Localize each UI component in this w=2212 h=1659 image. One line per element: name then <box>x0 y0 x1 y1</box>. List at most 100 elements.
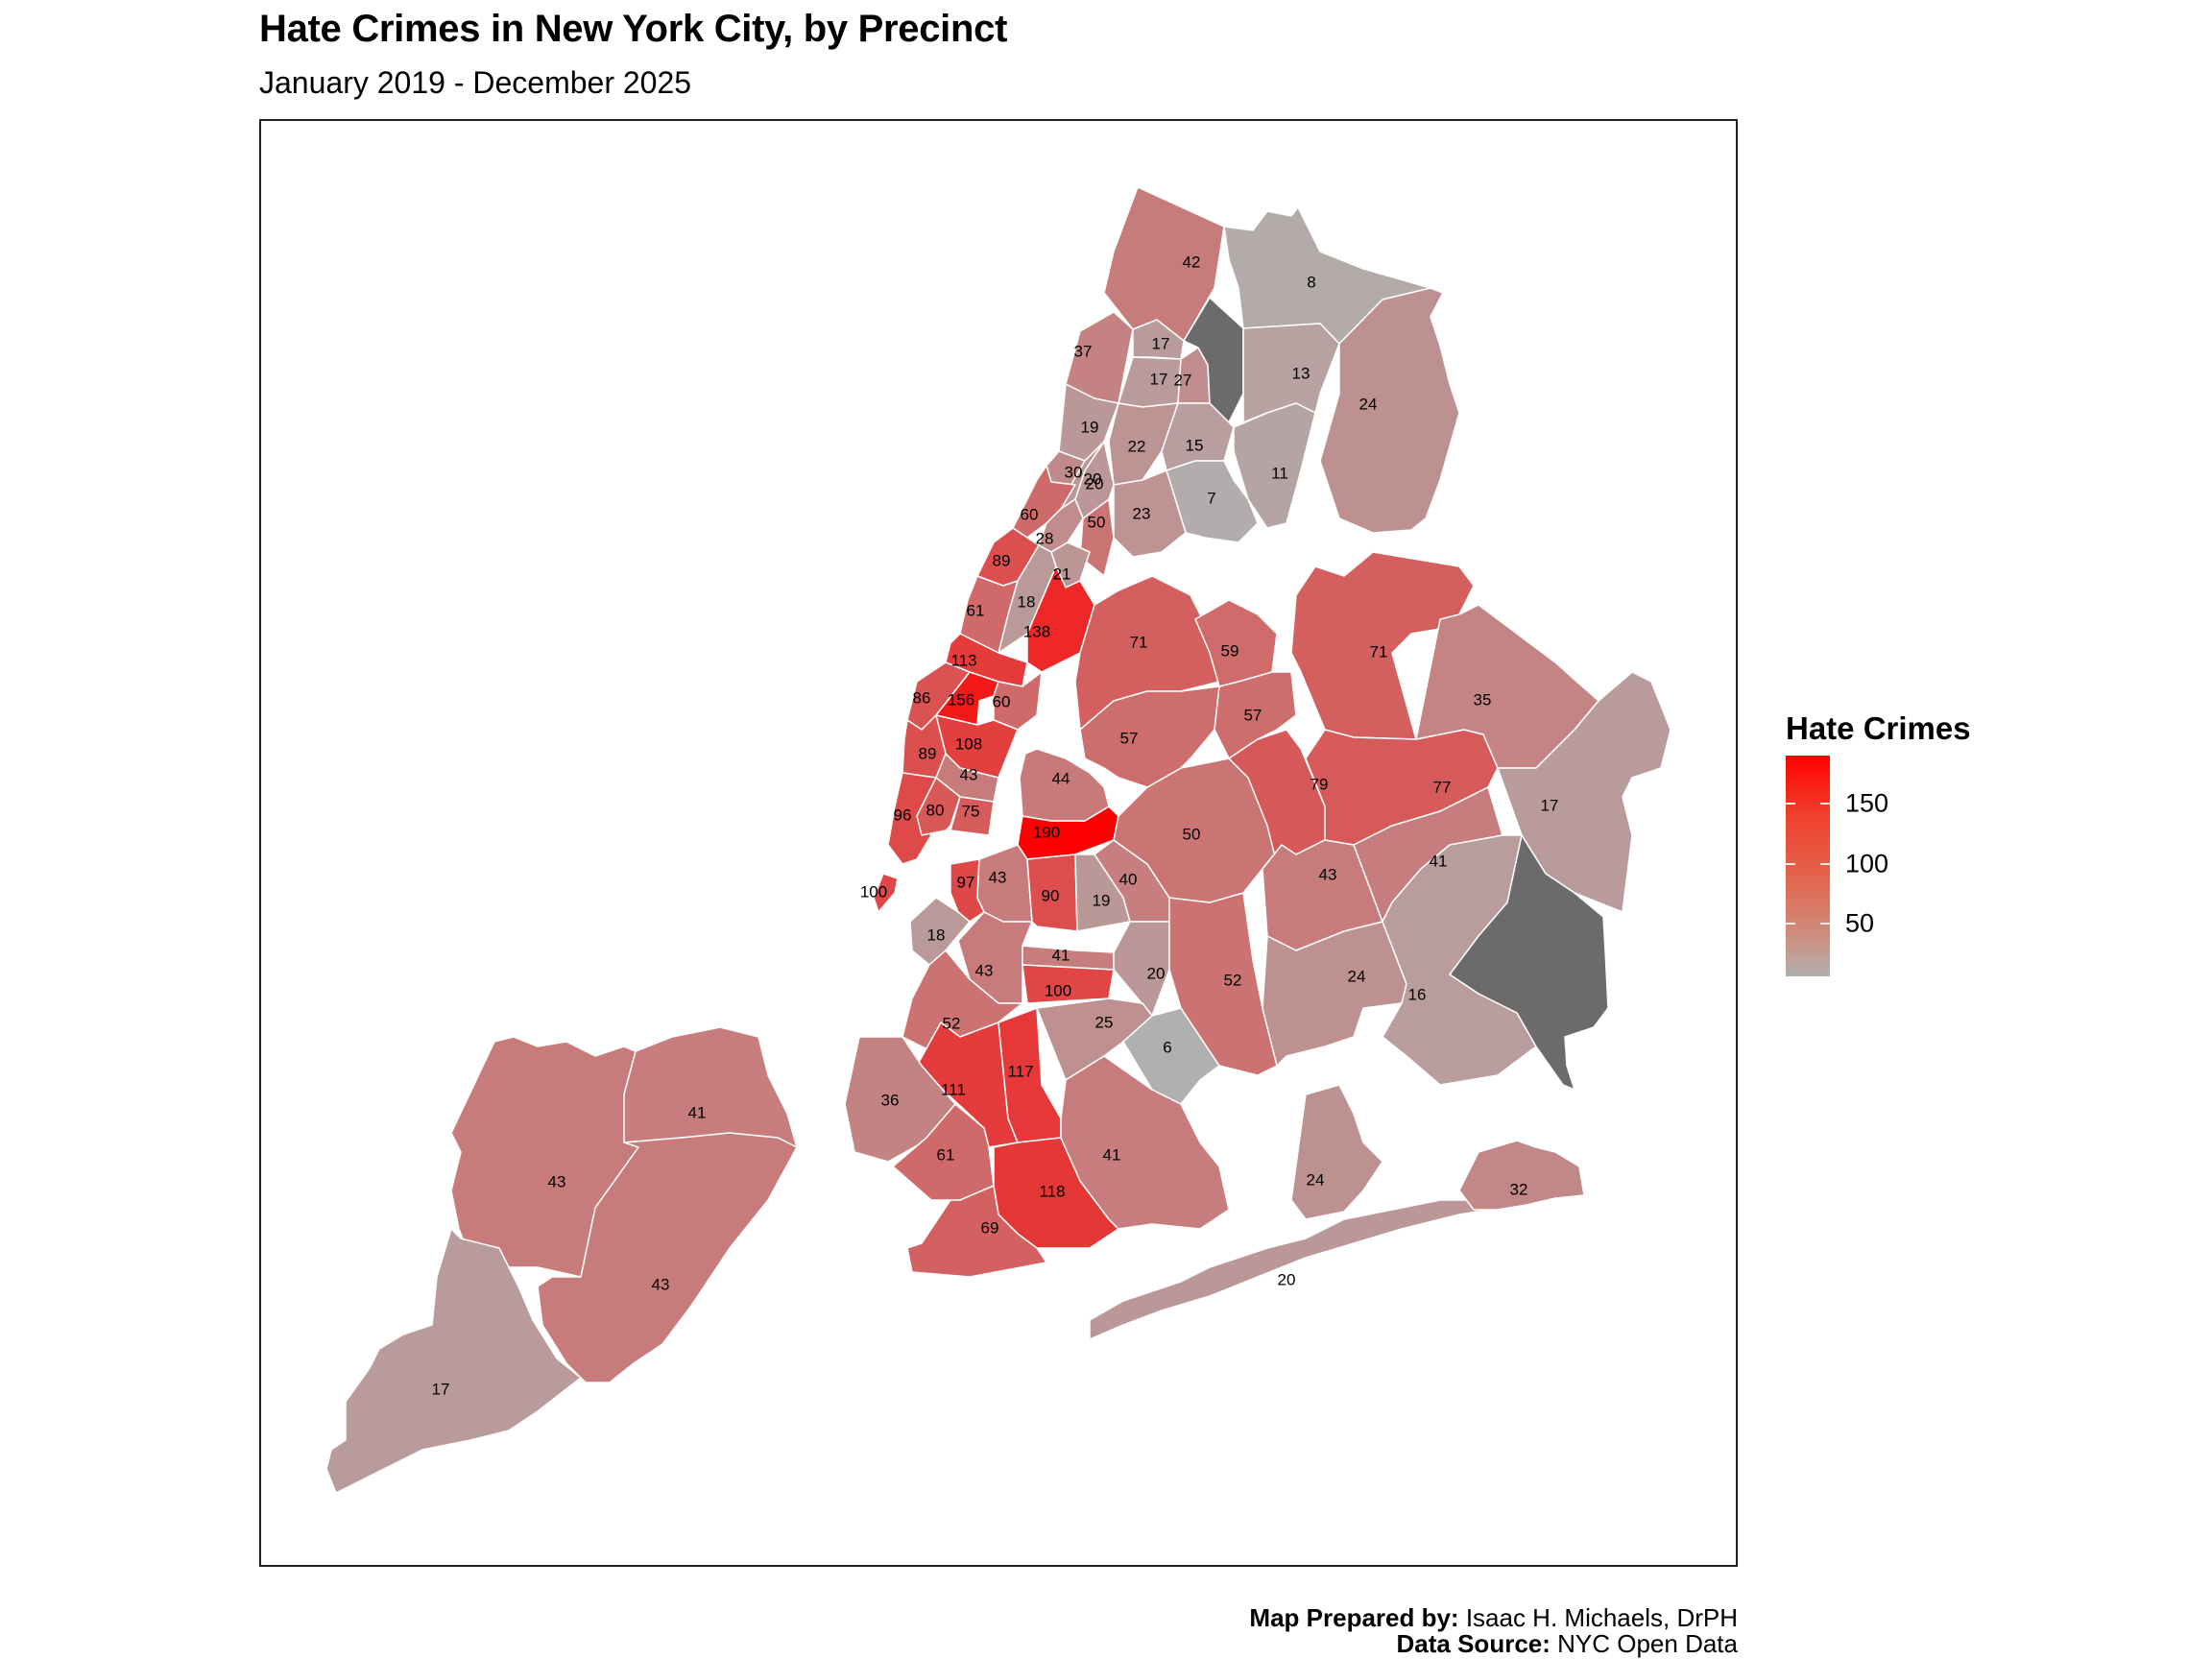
precinct-value-label: 80 <box>926 801 945 819</box>
precinct-value-label: 61 <box>937 1145 955 1164</box>
precinct-region <box>1223 206 1431 345</box>
precinct-value-label: 41 <box>1052 946 1070 964</box>
precinct-value-label: 24 <box>1348 967 1366 985</box>
precinct-value-label: 100 <box>1045 981 1071 999</box>
precinct-region <box>1290 1084 1383 1220</box>
caption-author: Map Prepared by: Isaac H. Michaels, DrPH <box>1249 1605 1738 1631</box>
precinct-value-label: 52 <box>1224 971 1242 989</box>
precinct-regions <box>325 186 1671 1494</box>
legend-tick-mark <box>1786 923 1795 925</box>
precinct-region <box>537 1132 798 1383</box>
precinct-value-label: 190 <box>1033 823 1060 841</box>
precinct-value-label: 8 <box>1307 273 1315 291</box>
precinct-region <box>873 873 899 913</box>
precinct-value-label: 111 <box>941 1080 966 1098</box>
precinct-value-label: 89 <box>919 744 937 762</box>
map-caption: Map Prepared by: Isaac H. Michaels, DrPH… <box>1249 1605 1738 1657</box>
precinct-value-label: 43 <box>1319 865 1337 883</box>
caption-source-name: NYC Open Data <box>1550 1629 1738 1658</box>
precinct-value-label: 40 <box>1119 870 1138 888</box>
precinct-value-label: 52 <box>943 1014 961 1032</box>
precinct-value-label: 42 <box>1183 252 1201 271</box>
precinct-value-label: 69 <box>981 1218 999 1237</box>
precinct-value-label: 30 <box>1065 463 1083 481</box>
caption-source-label: Data Source: <box>1396 1629 1551 1658</box>
precinct-value-label: 90 <box>1042 886 1060 904</box>
precinct-value-label: 24 <box>1307 1170 1325 1189</box>
legend-tick-label: 150 <box>1845 788 1889 818</box>
precinct-value-label: 86 <box>913 688 931 707</box>
precinct-value-label: 27 <box>1174 371 1192 389</box>
precinct-value-label: 113 <box>950 651 976 669</box>
precinct-value-label: 19 <box>1093 891 1111 909</box>
precinct-region <box>1233 402 1316 529</box>
precinct-value-label: 17 <box>1152 334 1170 352</box>
precinct-value-label: 59 <box>1221 641 1239 660</box>
precinct-value-label: 20 <box>1084 469 1102 488</box>
precinct-value-label: 20 <box>1147 964 1166 982</box>
precinct-region <box>1026 854 1078 932</box>
precinct-value-label: 19 <box>1081 418 1099 436</box>
precinct-value-label: 13 <box>1292 364 1310 382</box>
precinct-value-label: 22 <box>1128 437 1146 455</box>
precinct-region <box>906 1185 1047 1278</box>
precinct-region <box>1214 671 1297 759</box>
precinct-region <box>1108 402 1179 486</box>
precinct-value-label: 60 <box>1021 505 1039 523</box>
precinct-value-label: 117 <box>1007 1062 1033 1080</box>
precinct-value-label: 77 <box>1433 778 1452 796</box>
precinct-region <box>1113 469 1187 558</box>
precinct-value-label: 100 <box>860 882 887 901</box>
precinct-value-label: 61 <box>967 601 985 619</box>
precinct-value-label: 79 <box>1310 775 1329 793</box>
precinct-region <box>950 796 995 836</box>
precinct-value-label: 6 <box>1163 1038 1171 1056</box>
legend-tick-mark <box>1820 862 1830 865</box>
precinct-value-label: 57 <box>1120 729 1139 747</box>
precinct-value-label: 24 <box>1359 395 1378 413</box>
precinct-region <box>993 671 1043 731</box>
precinct-value-label: 17 <box>432 1380 450 1398</box>
precinct-value-label: 11 <box>1271 464 1288 482</box>
precinct-region <box>1458 1140 1585 1211</box>
precinct-value-label: 37 <box>1074 342 1093 360</box>
precinct-value-label: 21 <box>1053 565 1071 583</box>
precinct-value-label: 44 <box>1052 769 1070 787</box>
precinct-region <box>902 950 1023 1052</box>
precinct-region <box>1079 685 1220 788</box>
precinct-value-label: 36 <box>881 1091 900 1109</box>
precinct-value-label: 41 <box>1430 852 1448 870</box>
precinct-value-label: 43 <box>989 868 1007 886</box>
precinct-value-label: 60 <box>993 692 1011 710</box>
precinct-value-label: 108 <box>955 734 982 753</box>
precinct-value-label: 50 <box>1088 513 1106 531</box>
precinct-value-label: 156 <box>948 690 974 709</box>
legend-tick-label: 100 <box>1845 849 1889 878</box>
precinct-value-label: 75 <box>962 802 980 820</box>
precinct-value-label: 18 <box>1018 592 1036 611</box>
map-title: Hate Crimes in New York City, by Precinc… <box>259 8 1008 50</box>
precinct-value-label: 43 <box>960 765 978 783</box>
precinct-value-label: 25 <box>1095 1013 1114 1031</box>
precinct-region <box>909 897 971 966</box>
caption-source: Data Source: NYC Open Data <box>1249 1631 1738 1657</box>
precinct-value-label: 57 <box>1244 706 1262 724</box>
legend-tick-mark <box>1820 923 1830 925</box>
precinct-value-label: 89 <box>993 551 1011 569</box>
precinct-region <box>1449 834 1609 1091</box>
precinct-value-label: 23 <box>1133 504 1151 522</box>
precinct-value-label: 32 <box>1510 1180 1528 1198</box>
precinct-value-label: 28 <box>1036 529 1054 547</box>
caption-author-name: Isaac H. Michaels, DrPH <box>1458 1603 1738 1632</box>
precinct-region <box>1319 287 1460 534</box>
precinct-value-label: 17 <box>1150 370 1168 388</box>
precinct-value-label: 35 <box>1474 690 1492 709</box>
precinct-region <box>1019 748 1110 822</box>
precinct-value-label: 20 <box>1086 474 1104 493</box>
precinct-value-label: 20 <box>1278 1270 1296 1288</box>
precinct-value-label: 43 <box>652 1275 670 1293</box>
legend-tick-mark <box>1820 803 1830 805</box>
legend-tick-label: 50 <box>1845 908 1875 938</box>
